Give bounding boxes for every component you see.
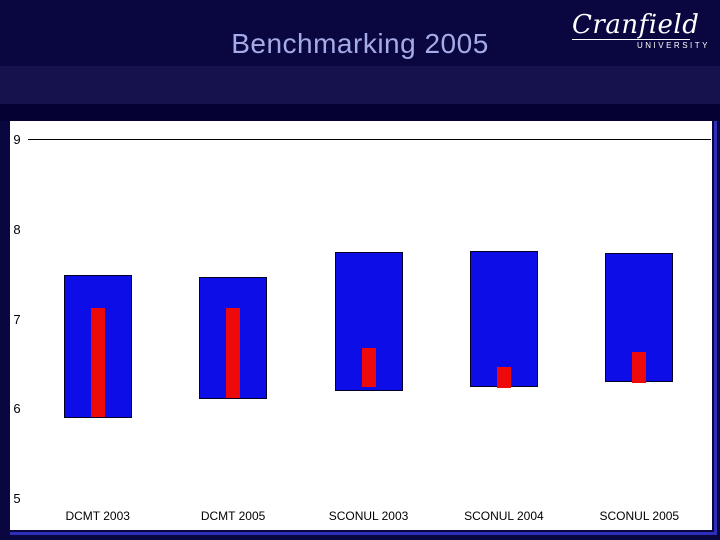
outer-range-bar [469,251,538,387]
inner-range-bar [90,307,105,418]
target-gridline [28,139,711,140]
y-axis-tick-label: 9 [13,132,21,147]
y-axis-tick-label: 8 [13,221,21,237]
slide-title: Benchmarking 2005 [231,28,489,59]
cranfield-logo: Cranfield UNIVERSITY [572,12,710,50]
category-label: DCMT 2005 [200,509,266,523]
category-label: DCMT 2003 [65,509,130,523]
inner-range-bar [496,367,511,388]
inner-range-bar [226,307,241,399]
header-band-lower [0,104,720,121]
inner-range-bar [632,351,647,384]
panel-frame-bottom [10,532,717,535]
y-axis-tick-label: 5 [13,491,21,506]
panel-frame-right [714,121,717,535]
logo-subtitle: UNIVERSITY [636,41,710,50]
category-label: SCONUL 2004 [464,509,544,523]
header-band [0,66,720,104]
logo-underline [572,39,690,40]
y-axis-tick-label: 6 [13,401,21,417]
category-label: SCONUL 2003 [328,509,409,523]
category-label: SCONUL 2005 [599,509,680,523]
y-axis-tick-label: 7 [13,311,21,327]
logo-wordmark: Cranfield [572,10,700,40]
inner-range-bar [361,348,376,387]
